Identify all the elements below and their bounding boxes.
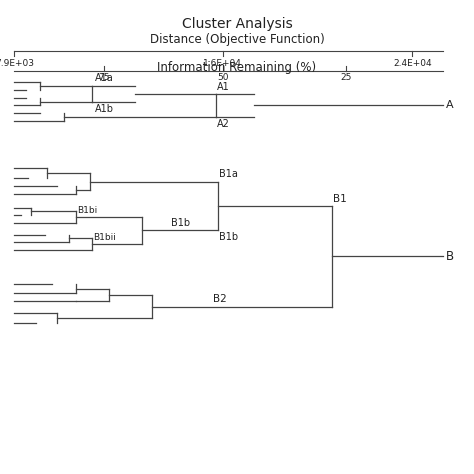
Text: B1a: B1a: [219, 169, 238, 179]
Text: B1b: B1b: [219, 232, 238, 242]
Text: Distance (Objective Function): Distance (Objective Function): [150, 33, 324, 46]
Text: Cluster Analysis: Cluster Analysis: [182, 17, 292, 31]
Text: B1: B1: [333, 194, 347, 204]
Text: 1.6E+04: 1.6E+04: [203, 59, 242, 68]
Text: Information Remaining (%): Information Remaining (%): [157, 61, 317, 73]
Text: A1a: A1a: [95, 73, 114, 83]
Text: B1bii: B1bii: [93, 233, 116, 242]
Text: A1b: A1b: [95, 104, 114, 114]
Text: A1: A1: [217, 82, 230, 91]
Text: A2: A2: [217, 118, 230, 129]
Text: 2.4E+04: 2.4E+04: [393, 59, 432, 68]
Text: 50: 50: [217, 73, 228, 82]
Text: B2: B2: [213, 294, 227, 304]
Text: A: A: [446, 100, 453, 110]
Text: B1bi: B1bi: [77, 206, 97, 215]
Text: 7.9E+03: 7.9E+03: [0, 59, 34, 68]
Text: B: B: [446, 250, 454, 263]
Text: B1b: B1b: [171, 218, 190, 228]
Text: 75: 75: [99, 73, 110, 82]
Text: 25: 25: [340, 73, 352, 82]
